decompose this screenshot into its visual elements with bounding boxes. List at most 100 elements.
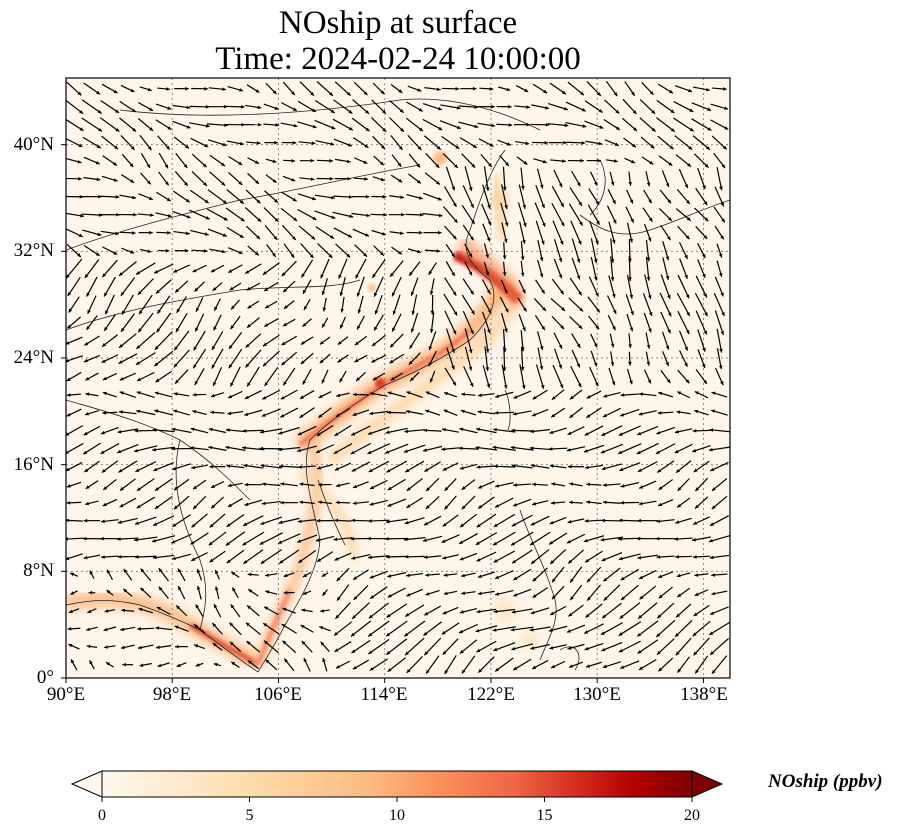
wind-arrow [567, 643, 585, 650]
wind-arrow [408, 173, 422, 184]
wind-arrow [134, 429, 157, 433]
wind-arrow [656, 555, 675, 559]
wind-arrow [156, 191, 172, 202]
wind-arrow [584, 550, 603, 563]
wind-arrow [711, 590, 728, 596]
wind-arrow [569, 187, 583, 207]
wind-arrow [335, 243, 351, 258]
wind-arrow [242, 515, 264, 527]
wind-arrow [660, 311, 671, 334]
wind-arrow [551, 566, 565, 583]
wind-arrow [656, 99, 675, 114]
wind-arrow [101, 354, 119, 364]
wind-arrow [332, 118, 354, 131]
wind-arrow [261, 408, 281, 417]
wind-arrow [626, 274, 634, 299]
wind-arrow [518, 313, 526, 332]
wind-arrow [315, 444, 335, 454]
wind-arrow [302, 318, 312, 328]
wind-arrow [66, 553, 83, 561]
wind-arrow [444, 478, 457, 492]
wind-arrow [624, 157, 636, 164]
wind-arrow [429, 312, 435, 333]
wind-arrow [210, 496, 225, 509]
wind-arrow [194, 367, 205, 386]
wind-arrow [102, 155, 118, 167]
wind-arrow [493, 550, 516, 563]
wind-arrow [406, 391, 423, 399]
wind-arrow [660, 274, 671, 300]
wind-arrow [658, 391, 674, 398]
wind-arrow [408, 248, 422, 254]
wind-arrow [86, 626, 98, 632]
wind-arrow [602, 661, 621, 669]
wind-arrow [697, 167, 706, 190]
wind-arrow [618, 621, 642, 637]
wind-arrow [371, 334, 386, 347]
wind-arrow [176, 296, 187, 314]
wind-arrow [244, 482, 262, 487]
wind-arrow [140, 172, 152, 185]
wind-arrow [626, 222, 633, 243]
wind-arrow [519, 221, 526, 244]
wind-arrow [155, 370, 173, 383]
wind-arrow [461, 591, 476, 595]
wind-arrow [155, 626, 172, 631]
wind-arrow [389, 231, 404, 235]
wind-arrow [212, 367, 223, 387]
wind-arrow [461, 479, 476, 491]
wind-arrow [190, 532, 209, 545]
wind-arrow [229, 366, 241, 387]
wind-arrow [711, 573, 728, 577]
wind-arrow [675, 154, 692, 168]
wind-arrow [710, 119, 729, 131]
wind-arrow [85, 500, 99, 506]
wind-arrow [194, 313, 205, 332]
wind-arrow [570, 365, 582, 388]
wind-arrow [352, 481, 369, 489]
wind-arrow [601, 641, 623, 652]
wind-arrow [137, 644, 154, 650]
wind-arrow [227, 482, 243, 488]
wind-arrow [408, 332, 421, 350]
wind-arrow [535, 220, 545, 245]
wind-arrow [406, 230, 423, 235]
wind-arrow [333, 99, 353, 114]
wind-arrow [676, 292, 691, 317]
wind-arrow [535, 279, 546, 294]
wind-arrow [227, 264, 243, 274]
wind-arrow [154, 478, 173, 492]
wind-arrow [246, 84, 260, 94]
wind-arrow [716, 260, 723, 277]
colorbar-extend-min [70, 770, 103, 798]
wind-arrow [299, 407, 315, 419]
wind-arrow [192, 479, 207, 490]
wind-arrow [445, 260, 456, 277]
wind-arrow [66, 481, 82, 488]
wind-arrow [424, 87, 441, 92]
wind-arrow [173, 478, 190, 491]
wind-arrow [297, 425, 317, 436]
wind-arrow [354, 335, 368, 346]
wind-arrow [500, 202, 509, 227]
wind-arrow [443, 225, 457, 240]
wind-arrow [297, 209, 317, 221]
wind-arrow [245, 622, 261, 636]
wind-arrow [638, 569, 657, 580]
wind-arrow [175, 312, 188, 333]
wind-arrow [209, 513, 226, 528]
wind-arrow [708, 621, 730, 636]
wind-arrow [278, 426, 300, 435]
wind-arrow [351, 518, 371, 523]
wind-arrow [190, 552, 208, 562]
wind-arrow [603, 119, 621, 131]
wind-arrow [66, 158, 82, 164]
wind-arrow [476, 551, 497, 562]
wind-arrow [261, 500, 281, 506]
wind-arrow [389, 195, 405, 199]
wind-arrow [496, 104, 512, 109]
wind-arrow [636, 442, 659, 455]
wind-arrow [673, 101, 694, 113]
wind-arrow [500, 312, 508, 333]
wind-arrow [171, 427, 192, 434]
